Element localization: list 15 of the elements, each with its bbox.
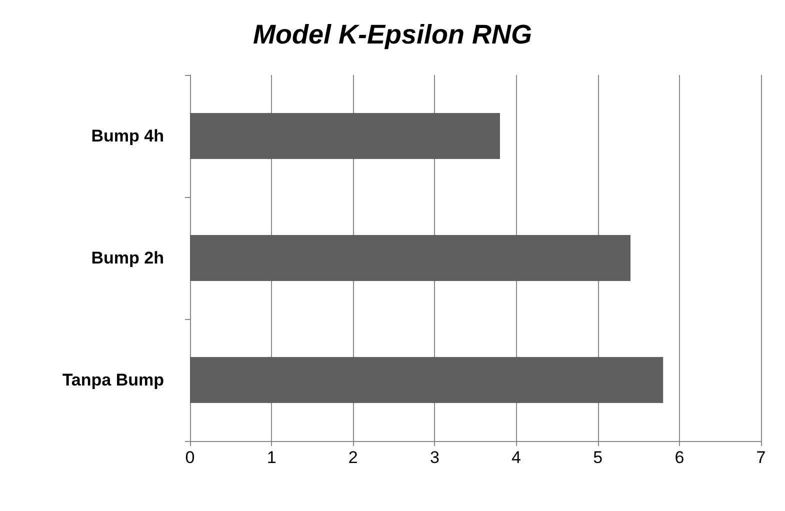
x-tick-label: 7: [756, 448, 766, 467]
bar: [190, 235, 630, 281]
x-tick-label: 4: [512, 448, 522, 467]
y-tick-label: Bump 4h: [91, 126, 164, 146]
x-tick-label: 1: [266, 448, 276, 467]
x-tick-label: 3: [430, 448, 440, 467]
x-tick-label: 6: [674, 448, 684, 467]
x-tick-label: 5: [593, 448, 603, 467]
chart-title: Model K-Epsilon RNG: [253, 20, 532, 50]
y-tick-label: Tanpa Bump: [62, 370, 164, 390]
bar: [190, 357, 664, 403]
bar: [190, 113, 500, 159]
x-tick-label: 0: [185, 448, 195, 467]
x-tick-label: 2: [348, 448, 358, 467]
y-tick-label: Bump 2h: [91, 248, 164, 268]
